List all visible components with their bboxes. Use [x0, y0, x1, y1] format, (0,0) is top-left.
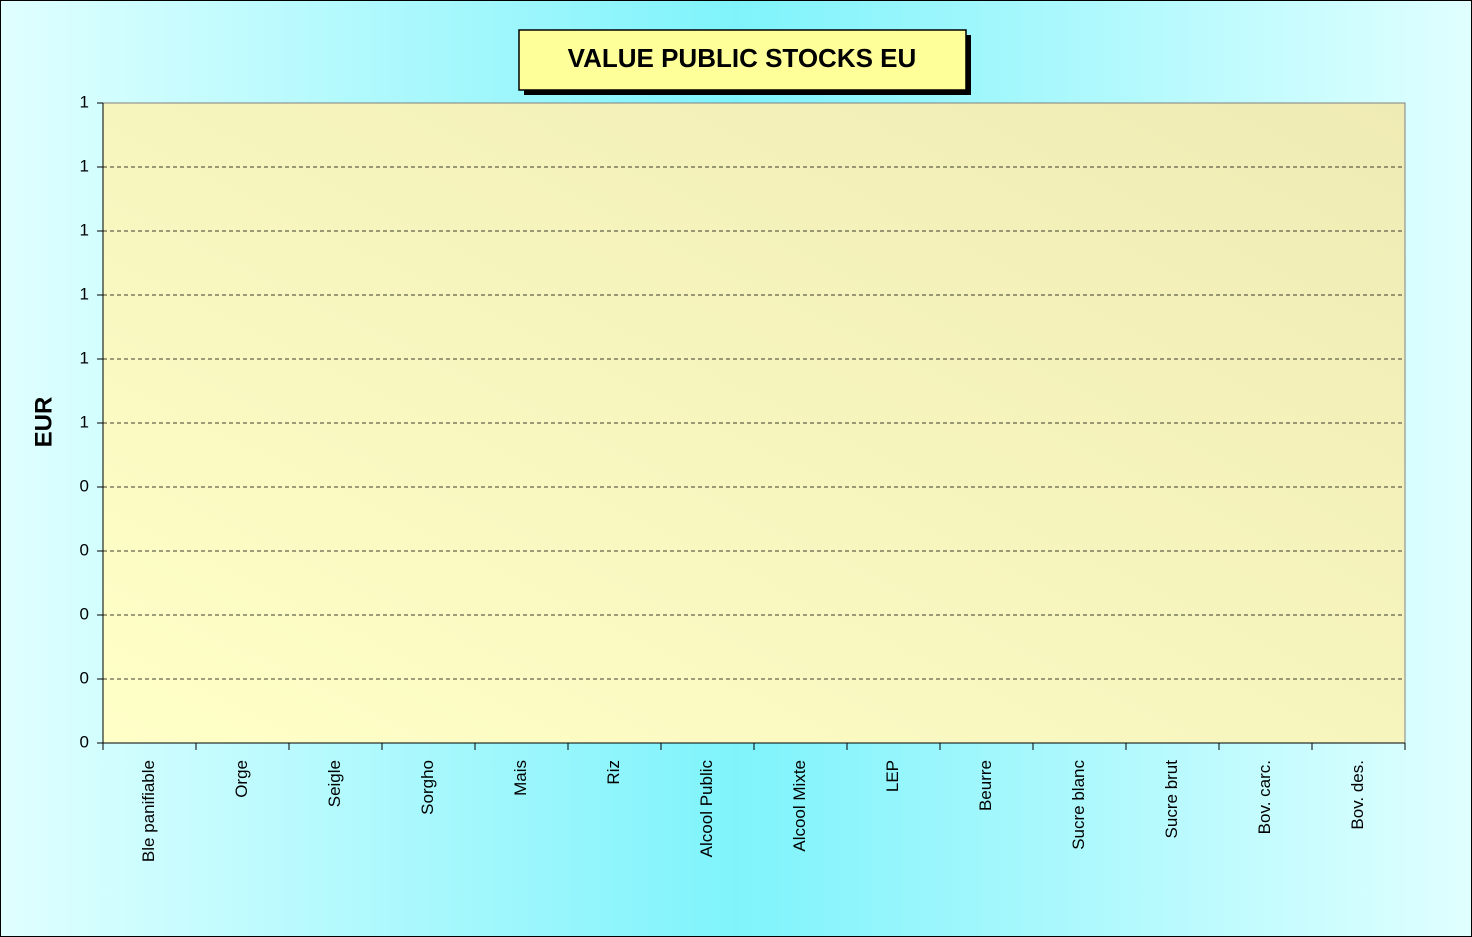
y-tick-label: 0: [80, 732, 89, 751]
y-tick-label: 0: [80, 604, 89, 623]
x-tick-label: Sucre brut: [1162, 760, 1181, 839]
y-tick-label: 1: [80, 348, 89, 367]
x-tick-label: Seigle: [325, 760, 344, 807]
x-tick-label: Bov. carc.: [1255, 760, 1274, 834]
y-tick-label: 1: [80, 412, 89, 431]
x-tick-label: Alcool Mixte: [790, 760, 809, 852]
x-tick-label: Bov. des.: [1348, 760, 1367, 830]
title-box: [518, 29, 967, 91]
chart-title: VALUE PUBLIC STOCKS EU: [568, 43, 917, 73]
chart-layer: 0 0 0 0 0 1 1 1 1 1 1 Ble panifiable Orge Seigle Sorgh…: [80, 92, 1406, 862]
x-tick-label: Mais: [511, 760, 530, 796]
x-tick-label: Ble panifiable: [139, 760, 158, 862]
y-tick-label: 0: [80, 476, 89, 495]
x-tick-label: Beurre: [976, 760, 995, 811]
x-tick-label: Riz: [604, 760, 623, 785]
y-tick-label: 0: [80, 668, 89, 687]
y-tick-label: 1: [80, 220, 89, 239]
y-axis-title: EUR: [30, 397, 57, 448]
x-tick-label: Sucre blanc: [1069, 760, 1088, 850]
x-tick-label: Alcool Public: [697, 760, 716, 858]
x-tick-label: LEP: [883, 760, 902, 792]
x-tick-label: Orge: [232, 760, 251, 798]
y-tick-label: 1: [80, 156, 89, 175]
y-tick-label: 0: [80, 540, 89, 559]
y-tick-label: 1: [80, 284, 89, 303]
y-tick-label: 1: [80, 92, 89, 111]
x-tick-label: Sorgho: [418, 760, 437, 815]
